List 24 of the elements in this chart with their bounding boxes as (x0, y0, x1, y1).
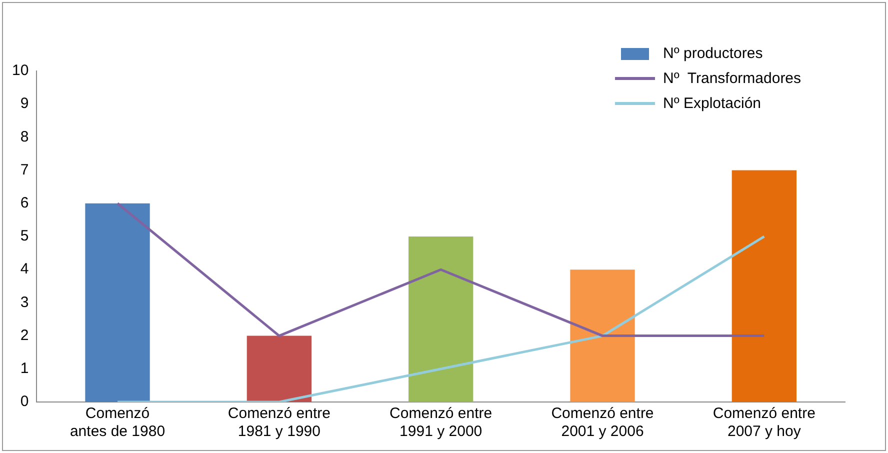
bar (408, 236, 474, 402)
x-tick-label: Comenzó antes de 1980 (70, 405, 166, 440)
y-tick-label: 8 (20, 128, 29, 146)
legend-label: Nº Transformadores (663, 70, 802, 87)
y-tick-label: 1 (20, 360, 29, 378)
y-tick-label: 9 (20, 95, 29, 112)
x-tick-label: Comenzó entre 1981 y 1990 (228, 405, 330, 440)
y-tick-label: 7 (20, 161, 29, 178)
x-tick-label: Comenzó entre 2001 y 2006 (551, 405, 654, 440)
x-tick-label: Comenzó entre 1991 y 2000 (390, 405, 492, 440)
y-tick-label: 0 (20, 393, 29, 410)
y-tick-label: 10 (12, 62, 29, 80)
y-tick-label: 5 (20, 228, 29, 245)
y-tick-label: 6 (20, 194, 29, 212)
legend-label: Nº productores (663, 45, 763, 62)
x-tick-label: Comenzó entre 2007 y hoy (712, 405, 816, 440)
bar (85, 203, 150, 402)
legend-label: Nº Explotación (663, 95, 762, 112)
y-tick-label: 2 (20, 326, 29, 344)
y-tick-label: 4 (20, 260, 29, 278)
bar (570, 270, 635, 402)
bar (732, 170, 796, 402)
y-tick-label: 3 (20, 294, 29, 311)
bar (246, 336, 312, 402)
